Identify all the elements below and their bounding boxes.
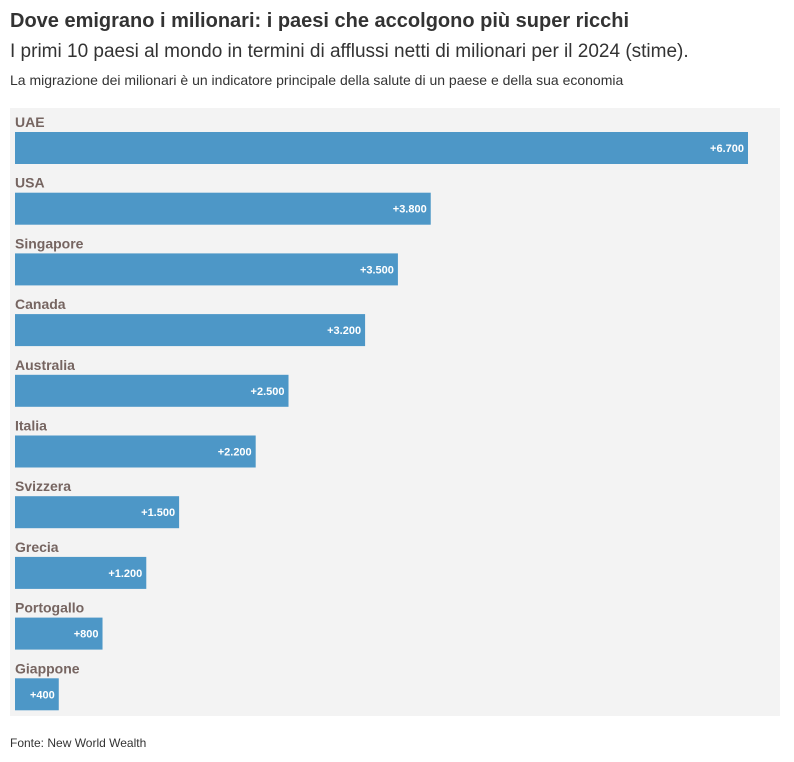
value-label: +400 [30,689,55,701]
value-label: +3.500 [360,264,394,276]
bar [15,617,103,650]
bar [15,253,398,286]
value-label: +3.800 [393,204,427,216]
value-label: +800 [74,629,99,641]
bar [15,435,256,468]
category-label: UAE [15,114,45,130]
category-label: Canada [15,296,66,312]
category-label: Singapore [15,235,84,251]
bar [15,556,147,589]
value-label: +6.700 [710,143,744,155]
category-label: USA [15,175,45,191]
bar [15,192,431,225]
chart-note: La migrazione dei milionari è un indicat… [10,72,624,88]
value-label: +1.500 [141,507,175,519]
bar [15,132,748,164]
value-label: +1.200 [108,568,142,580]
value-label: +3.200 [327,325,361,337]
value-label: +2.200 [218,447,252,459]
category-label: Svizzera [15,478,71,494]
bar [15,314,366,347]
source-note: Fonte: New World Wealth [10,736,147,750]
category-label: Italia [15,418,47,434]
bar [15,496,180,529]
category-label: Giappone [15,660,80,676]
category-label: Grecia [15,539,59,555]
bar [15,374,289,407]
bar [15,678,59,711]
category-label: Australia [15,357,75,373]
chart-subtitle: I primi 10 paesi al mondo in termini di … [10,41,689,62]
category-label: Portogallo [15,600,84,616]
chart-title: Dove emigrano i milionari: i paesi che a… [10,10,630,32]
value-label: +2.500 [251,386,285,398]
